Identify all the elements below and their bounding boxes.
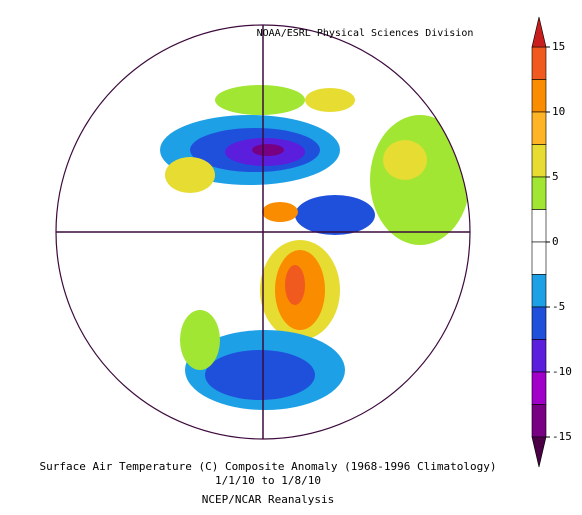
colorbar-band xyxy=(531,46,547,80)
colorbar-over xyxy=(531,16,547,48)
colorbar-tick-label: -5 xyxy=(552,300,565,313)
colorbar-tick-label: 10 xyxy=(552,105,565,118)
colorbar-tick-label: -15 xyxy=(552,430,572,443)
map-border xyxy=(55,24,471,440)
colorbar: 15 10 5 0 -5 -10 -15 xyxy=(531,16,572,468)
map-credit: NOAA/ESRL Physical Sciences Division xyxy=(257,28,474,39)
colorbar-tick-label: 15 xyxy=(552,40,565,53)
caption: 1/1/10 to 1/8/10 xyxy=(215,474,321,487)
colorbar-band xyxy=(531,144,547,178)
polar-map xyxy=(56,25,470,439)
anomaly-area xyxy=(262,202,298,222)
colorbar-band xyxy=(531,339,547,373)
anomaly-area xyxy=(252,144,284,156)
colorbar-band xyxy=(531,274,547,308)
colorbar-band xyxy=(531,79,547,113)
caption: NCEP/NCAR Reanalysis xyxy=(202,493,334,506)
anomaly-area xyxy=(180,310,220,370)
anomaly-area xyxy=(285,265,305,305)
anomaly-area xyxy=(165,157,215,193)
colorbar-band xyxy=(531,241,547,275)
colorbar-tick-label: 5 xyxy=(552,170,559,183)
anomaly-area xyxy=(205,350,315,400)
colorbar-band xyxy=(531,209,547,243)
anomaly-area xyxy=(215,85,305,115)
colorbar-band xyxy=(531,176,547,210)
anomaly-area xyxy=(305,88,355,112)
colorbar-tick-label: 0 xyxy=(552,235,559,248)
anomaly-area xyxy=(383,140,427,180)
colorbar-tick-label: -10 xyxy=(552,365,572,378)
colorbar-band xyxy=(531,371,547,405)
colorbar-band xyxy=(531,111,547,145)
anomaly-area xyxy=(370,115,470,245)
colorbar-band xyxy=(531,306,547,340)
colorbar-band xyxy=(531,404,547,438)
caption: Surface Air Temperature (C) Composite An… xyxy=(40,460,497,473)
colorbar-under xyxy=(531,436,547,468)
anomaly-area xyxy=(295,195,375,235)
